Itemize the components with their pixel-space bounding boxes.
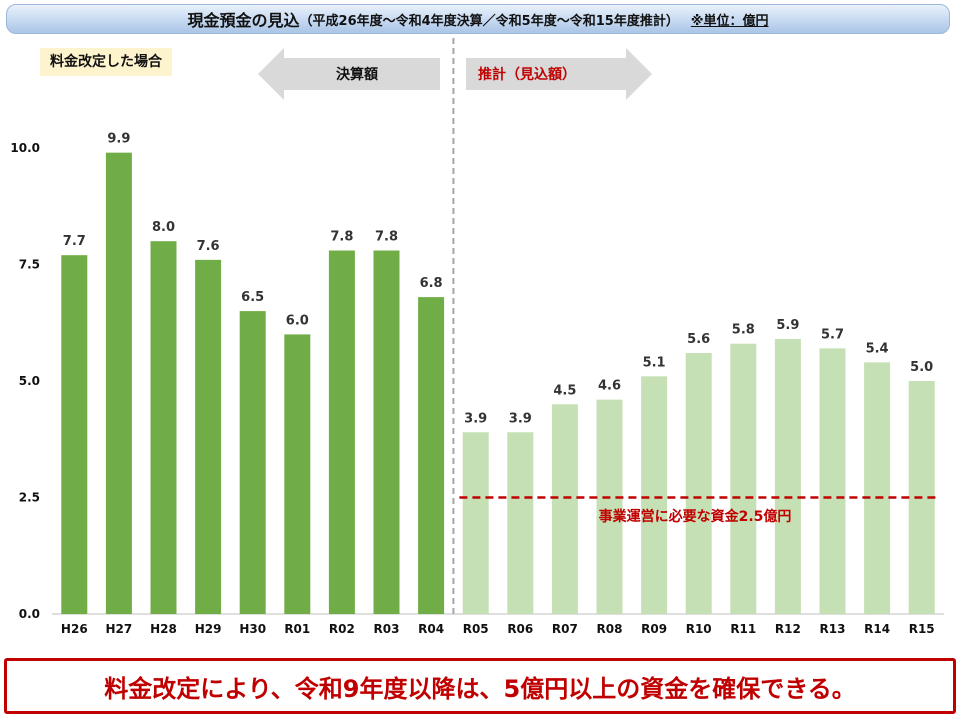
- x-tick-label: R12: [775, 622, 801, 636]
- value-label: 7.8: [330, 230, 353, 245]
- x-tick-label: R02: [329, 622, 355, 636]
- actual-arrow: [258, 48, 440, 100]
- scenario-label: 料金改定した場合: [40, 48, 172, 76]
- value-label: 9.9: [107, 132, 130, 147]
- x-tick-label: R04: [418, 622, 444, 636]
- value-label: 7.7: [63, 234, 86, 249]
- x-tick-label: H28: [150, 622, 177, 636]
- bar-H29: [195, 259, 222, 614]
- bar-R12: [774, 339, 801, 614]
- bar-R02: [328, 250, 355, 614]
- conclusion-box: 料金改定により、令和9年度以降は、5億円以上の資金を確保できる。: [4, 658, 956, 714]
- value-label: 5.8: [732, 323, 755, 338]
- x-tick-label: R10: [686, 622, 712, 636]
- x-tick-label: R01: [284, 622, 310, 636]
- bar-R13: [819, 348, 846, 614]
- x-tick-label: R15: [909, 622, 935, 636]
- value-label: 7.6: [197, 239, 220, 254]
- bar-R11: [730, 343, 757, 614]
- x-tick-label: H27: [106, 622, 133, 636]
- bar-R03: [373, 250, 400, 614]
- bar-R01: [284, 334, 311, 614]
- value-label: 5.7: [821, 327, 844, 342]
- bar-R08: [596, 399, 623, 614]
- y-tick-label: 0.0: [19, 607, 40, 621]
- actual-arrow-label: 決算額: [336, 67, 378, 83]
- value-label: 3.9: [509, 411, 532, 426]
- value-label: 5.0: [910, 360, 933, 375]
- projected-arrow-label: 推計（見込額）: [478, 67, 576, 83]
- chart-title: 現金預金の見込: [187, 11, 300, 30]
- x-tick-label: H30: [239, 622, 266, 636]
- value-label: 5.1: [643, 355, 666, 370]
- x-tick-label: H26: [61, 622, 88, 636]
- value-label: 7.8: [375, 230, 398, 245]
- x-tick-label: R09: [641, 622, 667, 636]
- x-tick-label: R05: [463, 622, 489, 636]
- y-tick-label: 10.0: [10, 141, 40, 155]
- projected-arrow: [466, 48, 652, 100]
- value-label: 5.9: [776, 318, 799, 333]
- bar-H27: [105, 152, 132, 614]
- x-tick-label: R07: [552, 622, 578, 636]
- x-tick-label: R13: [820, 622, 846, 636]
- x-tick-label: R03: [374, 622, 400, 636]
- y-tick-label: 5.0: [19, 374, 40, 388]
- bar-R05: [462, 432, 489, 614]
- x-tick-label: H29: [195, 622, 222, 636]
- bar-R04: [418, 297, 445, 614]
- value-label: 3.9: [464, 411, 487, 426]
- value-label: 6.0: [286, 313, 309, 328]
- chart-canvas: 0.0 2.5 5.0 7.5 10.0 7.7 H26 9.9 H27 8.0 H28 7.6 H2…: [10, 38, 944, 636]
- bar-H26: [61, 255, 88, 614]
- bar-R07: [551, 404, 578, 614]
- value-label: 5.6: [687, 332, 710, 347]
- x-tick-label: R11: [730, 622, 756, 636]
- y-tick-label: 7.5: [19, 258, 40, 272]
- bar-H28: [150, 241, 177, 614]
- bar-R10: [685, 353, 712, 614]
- unit-note: ※単位：億円: [690, 13, 769, 29]
- y-tick-label: 2.5: [19, 491, 40, 505]
- x-tick-label: R14: [864, 622, 890, 636]
- value-label: 4.6: [598, 379, 621, 394]
- bar-R06: [507, 432, 534, 614]
- value-label: 8.0: [152, 220, 175, 235]
- chart-subtitle: （平成26年度～令和4年度決算／令和5年度～令和15年度推計）: [299, 13, 679, 29]
- title-bar: 現金預金の見込 （平成26年度～令和4年度決算／令和5年度～令和15年度推計） …: [6, 4, 950, 34]
- value-label: 5.4: [866, 341, 889, 356]
- bar-H30: [239, 311, 266, 614]
- bar-R14: [864, 362, 891, 614]
- x-tick-label: R08: [597, 622, 623, 636]
- value-label: 6.8: [420, 276, 443, 291]
- bar-R09: [641, 376, 668, 614]
- x-tick-label: R06: [507, 622, 533, 636]
- cash-forecast-chart: 0.0 2.5 5.0 7.5 10.0 7.7 H26 9.9 H27 8.0 H28 7.6 H2…: [0, 36, 960, 650]
- threshold-label: 事業運営に必要な資金2.5億円: [598, 509, 792, 525]
- value-label: 6.5: [241, 290, 264, 305]
- value-label: 4.5: [553, 383, 576, 398]
